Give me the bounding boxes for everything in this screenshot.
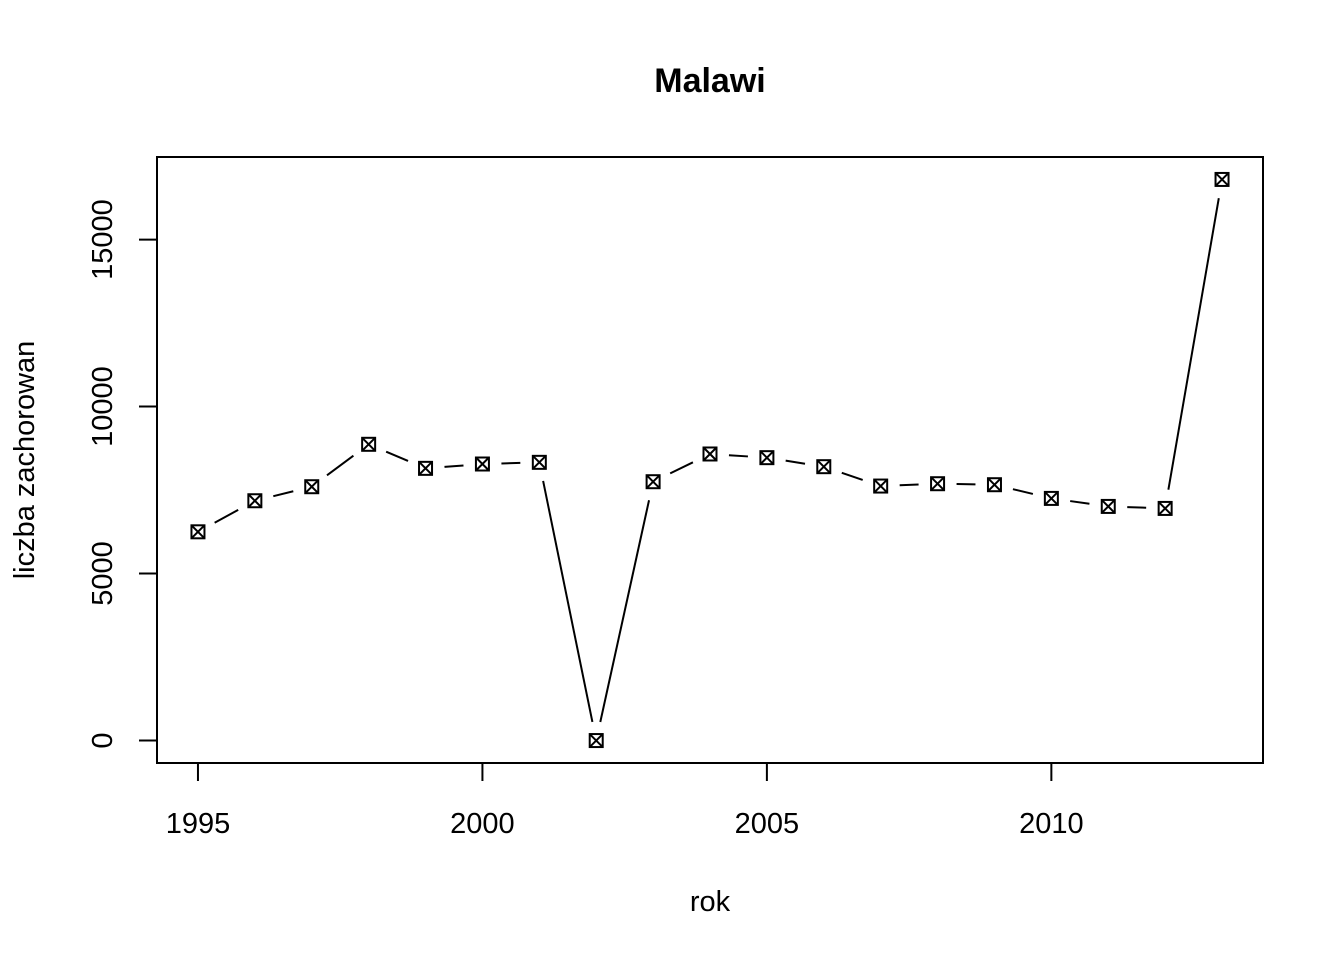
series-segment (214, 508, 239, 524)
data-point (759, 450, 775, 466)
series-line (214, 197, 1220, 723)
data-point (247, 493, 263, 509)
series-segment (841, 471, 864, 481)
data-point (474, 456, 490, 472)
series-points (190, 171, 1230, 749)
series-segment (501, 461, 521, 465)
y-tick-label: 15000 (87, 199, 119, 280)
y-tick-label: 10000 (87, 366, 119, 447)
series-segment (599, 500, 651, 723)
y-axis-label: liczba zachorowan (9, 341, 41, 580)
series-segment (669, 461, 694, 475)
series-segment (1167, 197, 1220, 490)
x-axis: 1995 2000 2005 2010 (166, 762, 1084, 840)
data-point (190, 524, 206, 540)
series-segment (728, 454, 748, 458)
data-point (588, 733, 604, 749)
chart-title: Malawi (654, 62, 765, 100)
data-point (1157, 500, 1173, 516)
data-point (1043, 490, 1059, 506)
series-segment (385, 450, 409, 462)
data-point (645, 474, 661, 490)
series-segment (444, 464, 464, 468)
y-tick-label: 0 (87, 732, 119, 748)
x-tick-label: 1995 (166, 808, 231, 840)
data-point (361, 436, 377, 452)
x-axis-label: rok (690, 886, 731, 918)
data-point (930, 476, 946, 492)
data-point (816, 459, 832, 475)
series-segment (899, 483, 919, 487)
data-point (304, 479, 320, 495)
series-segment (1012, 488, 1034, 495)
series-segment (785, 459, 806, 465)
y-axis: 0 5000 10000 15000 (87, 199, 158, 749)
series-segment (273, 490, 294, 498)
data-point (1214, 171, 1230, 187)
x-tick-label: 2005 (735, 808, 800, 840)
data-point (702, 446, 718, 462)
x-tick-label: 2000 (450, 808, 515, 840)
series-segment (1070, 500, 1090, 505)
series-segment (1127, 506, 1147, 509)
x-tick-label: 2010 (1019, 808, 1084, 840)
data-point (1100, 498, 1116, 514)
y-tick-label: 5000 (87, 541, 119, 606)
data-point (986, 477, 1002, 493)
series-segment (542, 480, 594, 723)
data-point (531, 454, 547, 470)
data-point (873, 478, 889, 494)
data-point (418, 460, 434, 476)
series-segment (326, 454, 355, 477)
